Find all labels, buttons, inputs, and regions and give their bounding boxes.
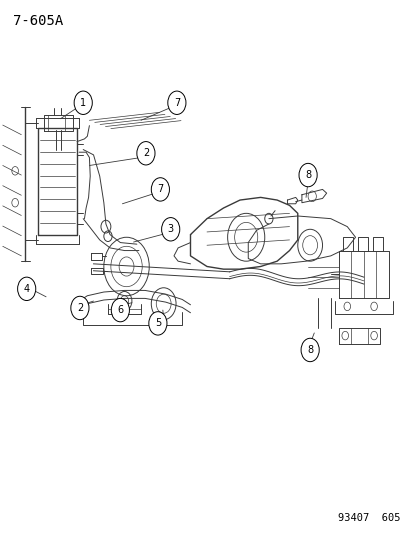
Circle shape bbox=[167, 91, 185, 115]
Text: 6: 6 bbox=[117, 305, 123, 315]
Text: 2: 2 bbox=[76, 303, 83, 313]
Text: 93407  605: 93407 605 bbox=[337, 513, 400, 523]
Text: 7-605A: 7-605A bbox=[13, 14, 63, 28]
Text: 7: 7 bbox=[157, 184, 163, 195]
Text: 2: 2 bbox=[142, 148, 149, 158]
Circle shape bbox=[71, 296, 89, 320]
Circle shape bbox=[18, 277, 36, 301]
Circle shape bbox=[137, 142, 154, 165]
Text: 3: 3 bbox=[167, 224, 173, 235]
Circle shape bbox=[74, 91, 92, 115]
Circle shape bbox=[161, 217, 179, 241]
Circle shape bbox=[151, 177, 169, 201]
Circle shape bbox=[148, 312, 166, 335]
Circle shape bbox=[111, 298, 129, 322]
Text: 1: 1 bbox=[80, 98, 86, 108]
Text: 4: 4 bbox=[24, 284, 30, 294]
Text: 7: 7 bbox=[173, 98, 180, 108]
Circle shape bbox=[300, 338, 318, 362]
Text: 8: 8 bbox=[306, 345, 313, 355]
Text: 8: 8 bbox=[304, 170, 311, 180]
Circle shape bbox=[298, 164, 316, 187]
Text: 5: 5 bbox=[154, 318, 161, 328]
